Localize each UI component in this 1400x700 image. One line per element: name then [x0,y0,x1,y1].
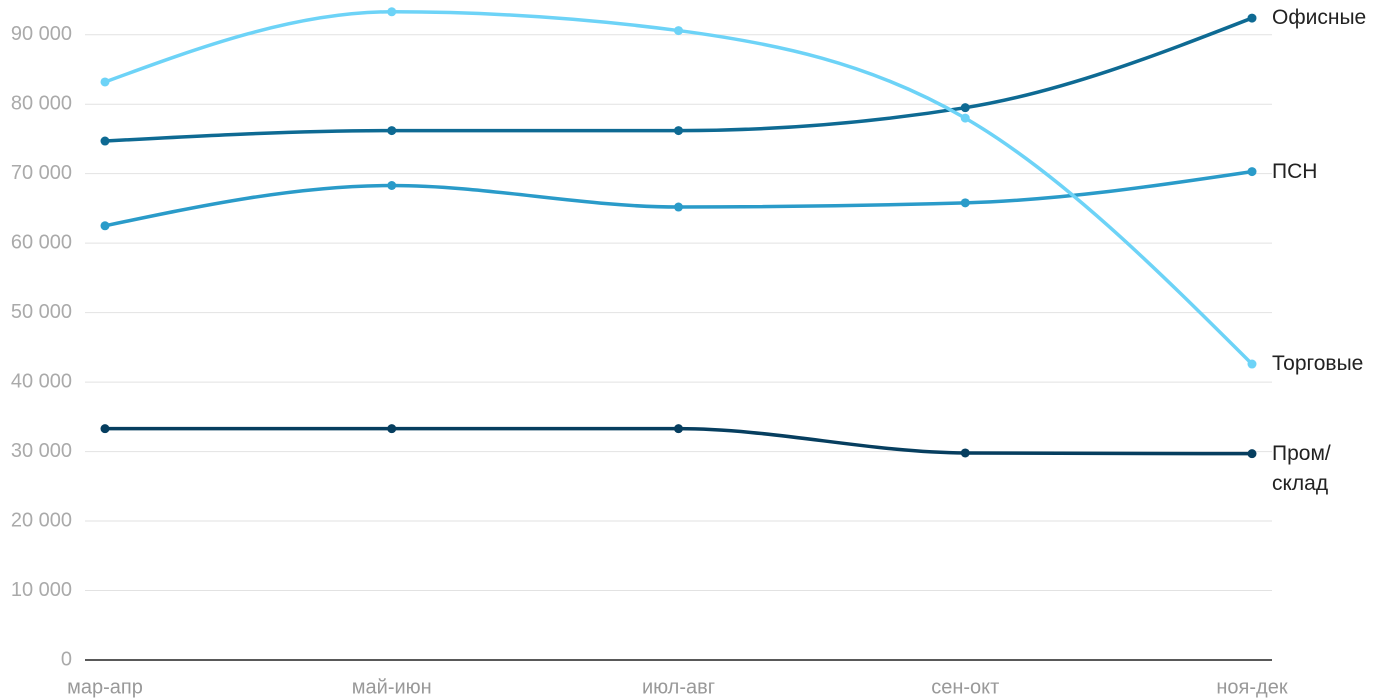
legend-label: Офисные [1272,6,1367,30]
y-tick-label: 20 000 [11,509,72,531]
point [674,126,683,136]
legend-label: Торговые [1272,352,1364,376]
point [1247,359,1257,369]
y-tick-label: 10 000 [11,579,72,601]
y-tick-label: 50 000 [11,301,72,323]
line [104,10,1254,366]
point [100,136,110,146]
point [1247,13,1257,23]
legend-label: Пром/ склад [1272,441,1331,495]
point [100,77,110,87]
line [104,16,1253,143]
legend-label: ПСН [1272,159,1318,183]
point [387,424,397,434]
line [104,169,1253,228]
point [960,103,970,113]
point [1247,449,1257,459]
point [960,198,970,208]
y-tick-label: 70 000 [11,162,72,184]
point [674,26,683,36]
x-tick-label: мар-апр [67,676,143,698]
point [674,424,683,434]
x-tick-label: май-июн [352,676,432,698]
point [387,180,397,190]
y-tick-label: 30 000 [11,440,72,462]
y-tick-label: 80 000 [11,92,72,114]
point [100,221,110,231]
x-tick-label: ноя-дек [1216,676,1287,698]
point [387,7,397,17]
y-tick-label: 60 000 [11,231,72,253]
y-tick-label: 90 000 [11,23,72,45]
point [960,448,970,458]
y-tick-label: 40 000 [11,370,72,392]
point [387,126,397,136]
x-tick-label: сен-окт [931,676,999,698]
point [100,424,110,434]
point [674,202,683,212]
y-tick-label: 0 [61,648,72,670]
point [960,113,970,123]
x-tick-label: июл-авг [642,676,715,698]
point [1247,167,1257,177]
